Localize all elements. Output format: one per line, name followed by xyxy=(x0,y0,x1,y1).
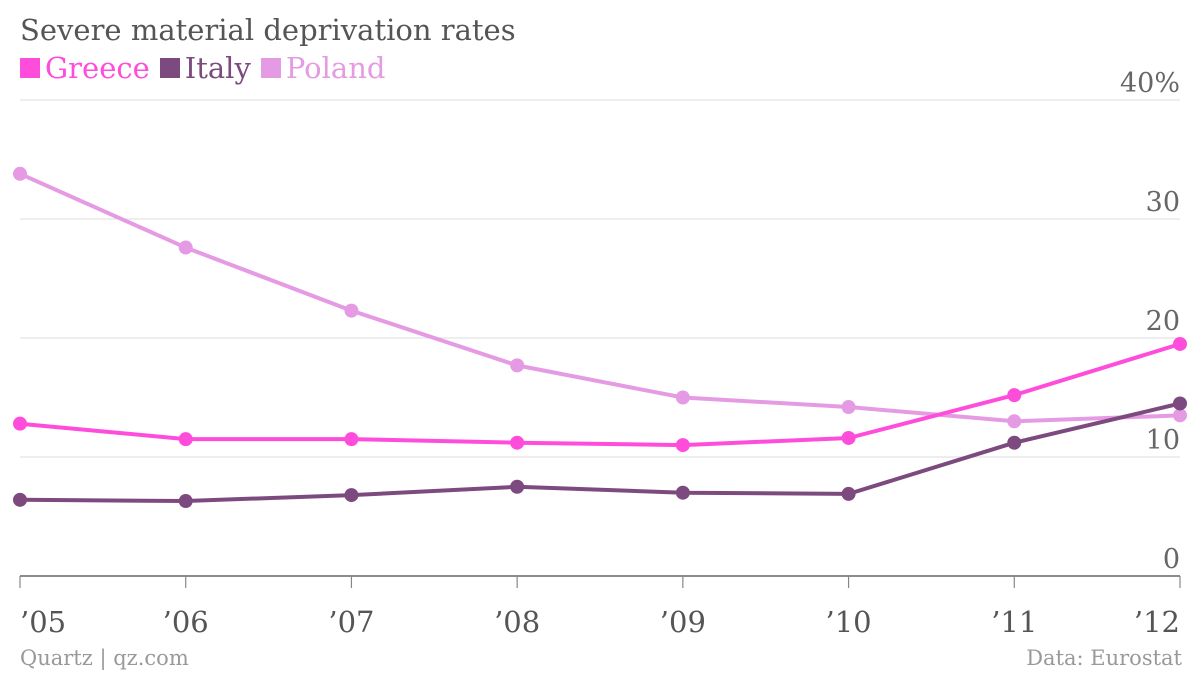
y-tick-label-40: 40% xyxy=(1120,68,1180,99)
series-line-poland xyxy=(18,171,1182,424)
y-tick-label-0: 0 xyxy=(1163,544,1180,575)
data-point-poland-3 xyxy=(510,358,525,373)
y-tick-label-10: 10 xyxy=(1146,425,1180,456)
data-point-italy-0 xyxy=(13,492,27,507)
data-point-poland-1 xyxy=(178,240,193,255)
x-tick-label-5: ’10 xyxy=(826,605,872,639)
data-point-italy-3 xyxy=(510,479,525,494)
legend: Greece Italy Poland xyxy=(20,50,395,86)
data-point-poland-4 xyxy=(675,390,690,405)
y-tick-label-20: 20 xyxy=(1146,306,1180,337)
legend-item-greece: Greece xyxy=(20,51,150,85)
y-tick-label-30: 30 xyxy=(1146,187,1180,218)
legend-item-italy: Italy xyxy=(159,51,251,85)
data-point-italy-6 xyxy=(1007,435,1022,450)
legend-swatch-italy xyxy=(159,58,180,78)
data-point-italy-1 xyxy=(178,494,193,509)
x-tick-label-2: ’07 xyxy=(328,605,374,639)
data-point-italy-5 xyxy=(841,486,856,501)
data-point-greece-2 xyxy=(344,432,359,447)
x-tick-label-6: ’11 xyxy=(991,605,1037,639)
data-point-poland-6 xyxy=(1007,414,1022,429)
legend-label-italy: Italy xyxy=(184,51,251,85)
legend-swatch-greece xyxy=(20,58,40,78)
legend-label-greece: Greece xyxy=(45,51,150,85)
legend-label-poland: Poland xyxy=(285,51,386,85)
series-line-greece xyxy=(18,342,1182,448)
legend-swatch-poland xyxy=(260,58,281,78)
x-tick-label-1: ’06 xyxy=(163,605,209,639)
footer-source-right: Data: Eurostat xyxy=(1026,646,1182,670)
data-point-italy-4 xyxy=(675,485,690,500)
chart-title: Severe material deprivation rates xyxy=(20,13,516,47)
x-tick-label-4: ’09 xyxy=(660,605,706,639)
data-point-poland-2 xyxy=(344,303,359,318)
series-line-italy xyxy=(18,401,1182,503)
data-point-greece-5 xyxy=(841,430,856,445)
data-point-italy-2 xyxy=(344,488,359,503)
x-tick-label-3: ’08 xyxy=(494,605,540,639)
x-tick-label-0: ’05 xyxy=(20,605,66,639)
data-point-greece-4 xyxy=(675,438,690,453)
data-point-italy-7 xyxy=(1173,396,1187,411)
data-point-greece-6 xyxy=(1007,388,1022,403)
x-tick-label-7: ’12 xyxy=(1134,605,1180,639)
data-point-greece-1 xyxy=(178,432,193,447)
data-point-poland-0 xyxy=(13,166,27,181)
data-point-greece-7 xyxy=(1173,336,1187,351)
data-point-poland-7 xyxy=(1173,408,1187,423)
data-point-poland-5 xyxy=(841,400,856,415)
footer-source-left: Quartz | qz.com xyxy=(20,646,189,670)
data-point-greece-0 xyxy=(13,416,27,431)
data-point-greece-3 xyxy=(510,435,525,450)
legend-item-poland: Poland xyxy=(260,51,386,85)
